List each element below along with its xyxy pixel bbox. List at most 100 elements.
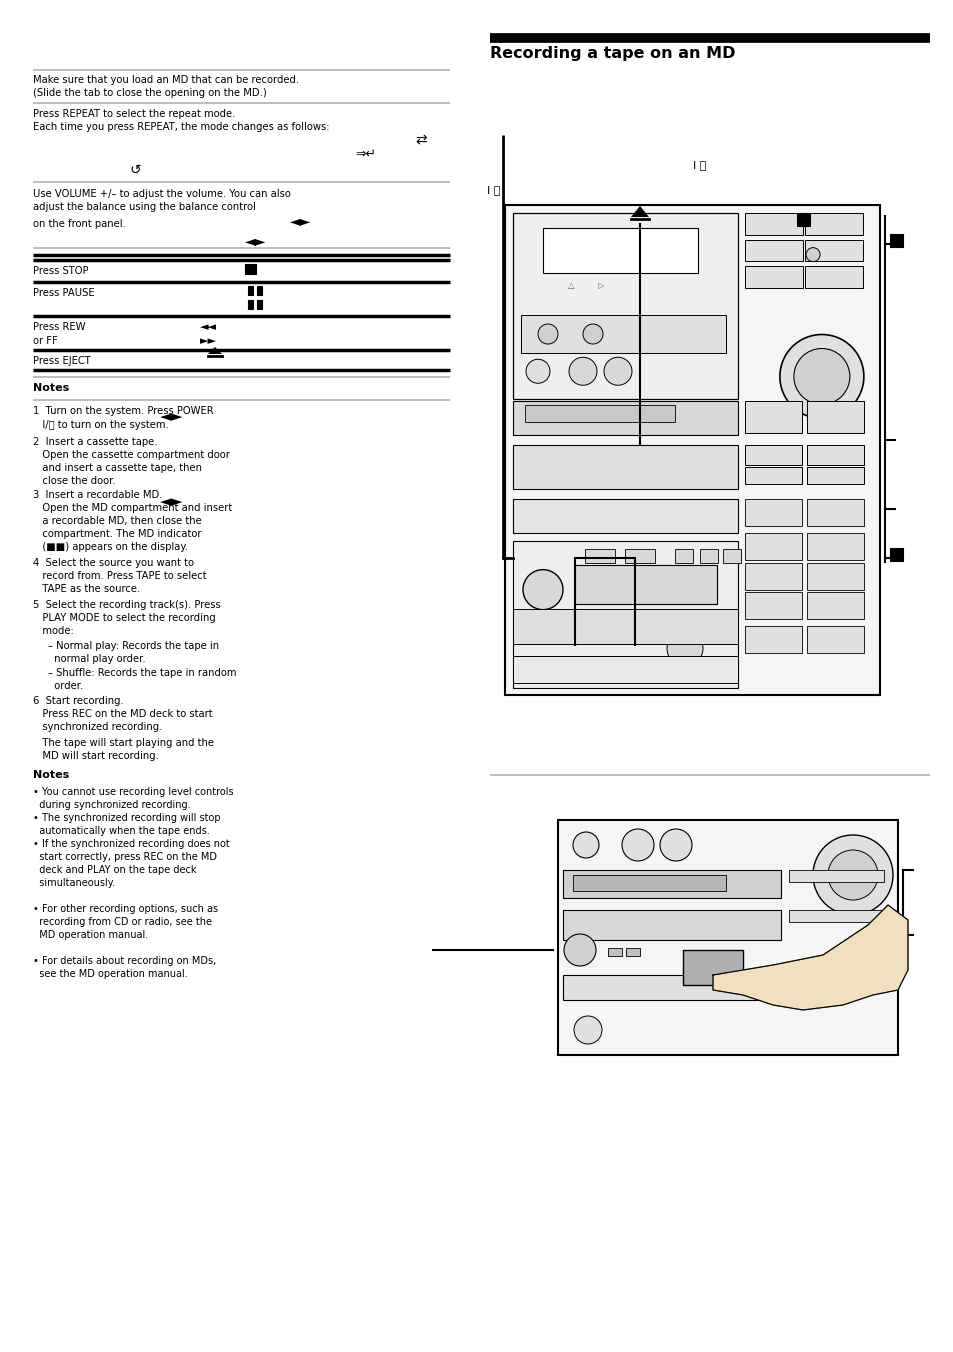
Bar [562, 910, 780, 940]
Text: record from. Press TAPE to select: record from. Press TAPE to select [33, 571, 207, 581]
Bar [575, 565, 717, 604]
Bar [624, 549, 655, 562]
Text: Press EJECT: Press EJECT [33, 356, 91, 366]
Text: start correctly, press REC on the MD: start correctly, press REC on the MD [33, 852, 216, 863]
Text: Press PAUSE: Press PAUSE [33, 288, 94, 297]
Bar [562, 869, 780, 898]
Bar [744, 626, 801, 653]
Text: ◄◄: ◄◄ [200, 322, 216, 333]
Circle shape [666, 630, 702, 667]
Text: Recording a tape on an MD: Recording a tape on an MD [490, 46, 735, 61]
Text: ↺: ↺ [130, 164, 141, 177]
Text: see the MD operation manual.: see the MD operation manual. [33, 969, 188, 979]
Circle shape [563, 934, 596, 965]
Text: 5  Select the recording track(s). Press: 5 Select the recording track(s). Press [33, 600, 220, 610]
Text: close the door.: close the door. [33, 476, 115, 485]
Bar [744, 266, 802, 288]
Bar [682, 950, 742, 986]
Text: adjust the balance using the balance control: adjust the balance using the balance con… [33, 201, 255, 212]
Text: ▷: ▷ [598, 281, 604, 289]
Text: Press REW: Press REW [33, 322, 86, 333]
Circle shape [793, 349, 849, 404]
Text: PLAY MODE to select the recording: PLAY MODE to select the recording [33, 612, 215, 623]
Text: Make sure that you load an MD that can be recorded.: Make sure that you load an MD that can b… [33, 74, 299, 85]
Bar [744, 533, 801, 560]
Bar [513, 541, 738, 688]
Bar [744, 592, 801, 619]
Text: 2  Insert a cassette tape.: 2 Insert a cassette tape. [33, 437, 157, 448]
Text: compartment. The MD indicator: compartment. The MD indicator [33, 529, 201, 539]
Text: mode:: mode: [33, 626, 73, 635]
Bar [573, 875, 725, 891]
Bar [889, 548, 902, 561]
Text: ◄►: ◄► [245, 234, 266, 247]
Text: 1  Turn on the system. Press POWER: 1 Turn on the system. Press POWER [33, 406, 213, 416]
Bar [520, 315, 725, 353]
Text: 3  Insert a recordable MD.: 3 Insert a recordable MD. [33, 489, 162, 500]
Bar [513, 656, 738, 683]
Bar [722, 549, 740, 562]
Circle shape [621, 829, 654, 861]
Bar [256, 300, 262, 310]
Text: 6  Start recording.: 6 Start recording. [33, 696, 124, 706]
Bar [513, 610, 738, 644]
Polygon shape [208, 347, 222, 354]
Bar [675, 549, 692, 562]
Text: • You cannot use recording level controls: • You cannot use recording level control… [33, 787, 233, 796]
Text: during synchronized recording.: during synchronized recording. [33, 800, 191, 810]
Text: Notes: Notes [33, 771, 70, 780]
Text: Notes: Notes [33, 383, 70, 393]
Text: The tape will start playing and the: The tape will start playing and the [33, 738, 213, 748]
Text: – Shuffle: Records the tape in random: – Shuffle: Records the tape in random [48, 668, 236, 677]
Bar [513, 499, 738, 533]
Text: on the front panel.: on the front panel. [33, 219, 126, 228]
Text: Press REPEAT to select the repeat mode.: Press REPEAT to select the repeat mode. [33, 110, 235, 119]
Text: • The synchronized recording will stop: • The synchronized recording will stop [33, 813, 220, 823]
Bar [625, 948, 639, 956]
Text: Use VOLUME +/– to adjust the volume. You can also: Use VOLUME +/– to adjust the volume. You… [33, 189, 291, 199]
Text: Press REC on the MD deck to start: Press REC on the MD deck to start [33, 708, 213, 719]
Text: (Slide the tab to close the opening on the MD.): (Slide the tab to close the opening on t… [33, 88, 267, 97]
Text: simultaneously.: simultaneously. [33, 877, 115, 888]
Bar [524, 406, 675, 422]
Bar [804, 239, 862, 261]
Text: ◄►: ◄► [290, 214, 311, 228]
Text: • For other recording options, such as: • For other recording options, such as [33, 904, 218, 914]
Bar [584, 549, 615, 562]
Bar [797, 214, 810, 226]
Polygon shape [630, 206, 648, 218]
Text: MD will start recording.: MD will start recording. [33, 750, 159, 761]
Bar [744, 468, 801, 484]
Text: • If the synchronized recording does not: • If the synchronized recording does not [33, 840, 230, 849]
Text: and insert a cassette tape, then: and insert a cassette tape, then [33, 462, 202, 473]
Text: △: △ [567, 281, 574, 289]
Circle shape [568, 357, 597, 385]
Bar [700, 549, 718, 562]
Bar [562, 975, 780, 1000]
Text: or FF: or FF [33, 337, 58, 346]
Text: MD operation manual.: MD operation manual. [33, 930, 148, 940]
Text: ►►: ►► [200, 337, 216, 346]
Text: • For details about recording on MDs,: • For details about recording on MDs, [33, 956, 216, 965]
Text: I/⏻ to turn on the system.: I/⏻ to turn on the system. [33, 420, 169, 430]
Bar [806, 626, 862, 653]
Text: ◄►: ◄► [160, 410, 183, 425]
Text: I ⏻: I ⏻ [692, 160, 705, 170]
Bar [542, 228, 698, 273]
Text: (■■) appears on the display.: (■■) appears on the display. [33, 542, 188, 552]
Bar [256, 287, 262, 295]
Bar [806, 468, 862, 484]
Bar [806, 499, 862, 526]
Bar [245, 264, 255, 274]
Circle shape [574, 1015, 601, 1044]
Bar [788, 869, 883, 882]
Circle shape [812, 836, 892, 915]
Bar [806, 562, 862, 589]
Bar [607, 948, 621, 956]
Circle shape [659, 829, 691, 861]
Text: automatically when the tape ends.: automatically when the tape ends. [33, 826, 210, 836]
Circle shape [779, 334, 863, 419]
Bar [744, 445, 801, 465]
Text: synchronized recording.: synchronized recording. [33, 722, 162, 731]
Bar [744, 214, 802, 235]
